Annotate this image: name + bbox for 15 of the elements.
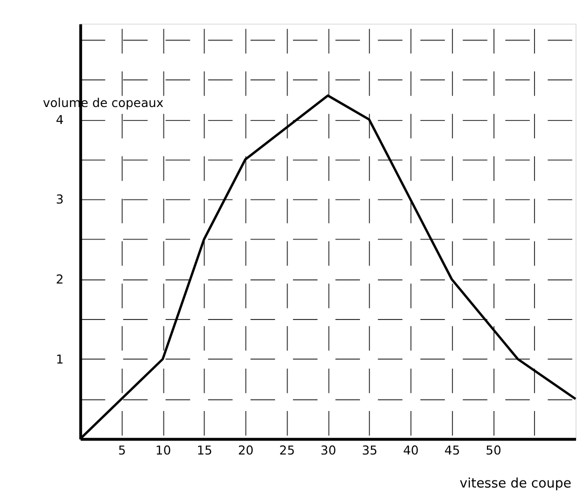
x-tick-label: 10 <box>155 443 172 458</box>
x-axis-title: vitesse de coupe <box>460 476 572 492</box>
y-tick-label: 2 <box>56 272 64 286</box>
x-tick-label: 50 <box>486 443 502 458</box>
x-tick-label: 35 <box>362 443 378 458</box>
y-tick-label: 3 <box>56 192 64 207</box>
x-tick-label: 45 <box>444 443 460 458</box>
x-tick-label: 30 <box>320 443 336 458</box>
x-tick-label: 40 <box>403 443 419 458</box>
y-tick-label: 1 <box>56 352 64 366</box>
y-tick-label: 4 <box>56 112 64 127</box>
x-tick-label: 25 <box>279 443 295 458</box>
x-tick-label: 15 <box>196 443 212 458</box>
x-tick-label: 20 <box>238 443 254 458</box>
x-tick-label: 5 <box>118 443 126 458</box>
